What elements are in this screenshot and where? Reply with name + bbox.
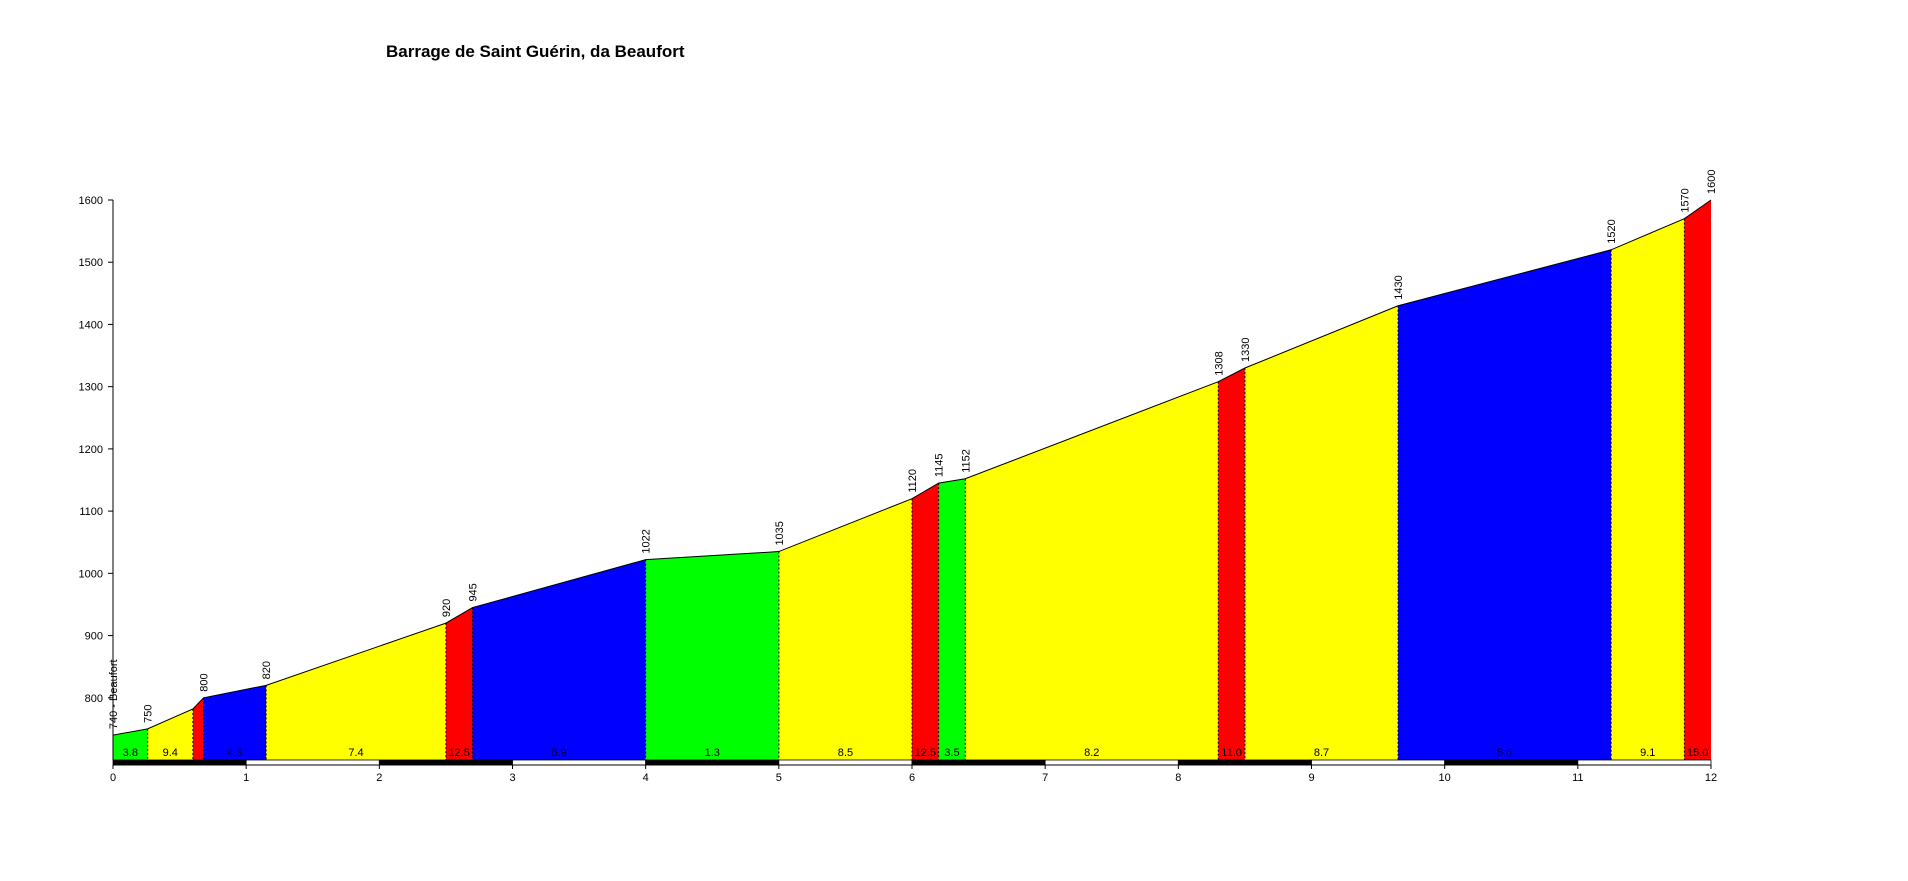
profile-segment — [778, 498, 912, 760]
profile-segment — [472, 559, 646, 760]
grade-label: 9.4 — [163, 747, 178, 759]
y-tick-label: 900 — [85, 631, 103, 643]
profile-segment — [1684, 200, 1711, 760]
x-tick-label: 6 — [909, 772, 915, 784]
km-bar — [1444, 759, 1579, 766]
grade-label: 11.0 — [1221, 747, 1242, 759]
grade-label: 1.3 — [705, 747, 720, 759]
x-tick-label: 10 — [1439, 772, 1451, 784]
profile-segment — [1398, 249, 1612, 760]
elevation-label: 1600 — [1706, 170, 1718, 194]
elevation-label: 800 — [199, 673, 211, 691]
elevation-label: 1570 — [1679, 188, 1691, 212]
profile-segment — [645, 551, 779, 760]
x-tick-label: 2 — [376, 772, 382, 784]
km-bar — [1177, 759, 1312, 766]
y-tick-label: 1600 — [79, 195, 103, 207]
x-tick-label: 4 — [643, 772, 649, 784]
grade-label: 8.2 — [1084, 747, 1099, 759]
x-tick-label: 12 — [1705, 772, 1717, 784]
km-bar — [378, 759, 513, 766]
profile-segment — [113, 728, 148, 760]
grade-label: 7.4 — [348, 747, 363, 759]
x-tick-label: 8 — [1175, 772, 1181, 784]
profile-segment — [203, 685, 267, 760]
km-bar — [1577, 759, 1712, 766]
km-bar — [911, 759, 1046, 766]
profile-segment — [1611, 218, 1685, 760]
y-tick-label: 1400 — [79, 319, 103, 331]
km-bar — [778, 759, 913, 766]
elevation-label: 1430 — [1393, 275, 1405, 299]
profile-segment — [147, 708, 193, 760]
x-tick-label: 0 — [110, 772, 116, 784]
elevation-label: 920 — [441, 599, 453, 617]
x-tick-label: 9 — [1308, 772, 1314, 784]
grade-label: 8.5 — [838, 747, 853, 759]
grade-label: 15.0 — [1687, 747, 1708, 759]
elevation-label: 1308 — [1213, 351, 1225, 375]
y-tick-label: 1100 — [79, 506, 103, 518]
profile-segment — [1244, 305, 1399, 760]
elevation-label: 750 — [143, 705, 155, 723]
profile-segment — [912, 483, 939, 760]
x-tick-label: 11 — [1572, 772, 1583, 784]
profile-segment — [192, 697, 204, 760]
km-bar — [1311, 759, 1446, 766]
profile-line — [112, 199, 1712, 736]
grade-label: 12.5 — [915, 747, 936, 759]
x-tick-label: 3 — [509, 772, 515, 784]
elevation-label: 1152 — [960, 449, 972, 473]
x-tick-label: 7 — [1042, 772, 1048, 784]
grade-label: 4.3 — [227, 747, 242, 759]
elevation-label: 1145 — [934, 453, 946, 477]
elevation-label: 1035 — [774, 521, 786, 545]
profile-segment — [1218, 368, 1245, 760]
grade-label: 3.8 — [123, 747, 138, 759]
chart-title: Barrage de Saint Guérin, da Beaufort — [386, 42, 685, 61]
grade-label: 5.9 — [551, 747, 566, 759]
km-bar — [512, 759, 647, 766]
y-tick-label: 800 — [85, 693, 103, 705]
km-bar — [245, 759, 380, 766]
x-tick-label: 5 — [776, 772, 782, 784]
elevation-label: 820 — [261, 661, 273, 679]
elevation-label: 1022 — [641, 529, 653, 553]
km-bar — [645, 759, 780, 766]
km-bar — [1044, 759, 1179, 766]
x-tick-label: 1 — [243, 772, 249, 784]
y-tick-label: 1300 — [79, 382, 103, 394]
grade-label: 12.5 — [449, 747, 470, 759]
y-tick-label: 1500 — [79, 257, 103, 269]
km-bar — [112, 759, 247, 766]
elevation-label: 945 — [468, 583, 480, 601]
grade-label: 8.7 — [1314, 747, 1329, 759]
profile-segment — [938, 478, 966, 760]
profile-segment — [266, 623, 446, 760]
y-tick-label: 1200 — [79, 444, 103, 456]
profile-segment — [965, 381, 1219, 760]
grade-label: 3.5 — [944, 747, 959, 759]
elevation-label: 1520 — [1606, 219, 1618, 243]
elevation-label: 1330 — [1240, 338, 1252, 362]
start-elevation-label: 740 - Beaufort — [108, 659, 120, 729]
grade-label: 9.1 — [1640, 747, 1655, 759]
grade-label: 5.6 — [1497, 747, 1512, 759]
elevation-label: 1120 — [907, 469, 919, 493]
y-tick-label: 1000 — [79, 568, 103, 580]
profile-segment — [445, 607, 473, 760]
